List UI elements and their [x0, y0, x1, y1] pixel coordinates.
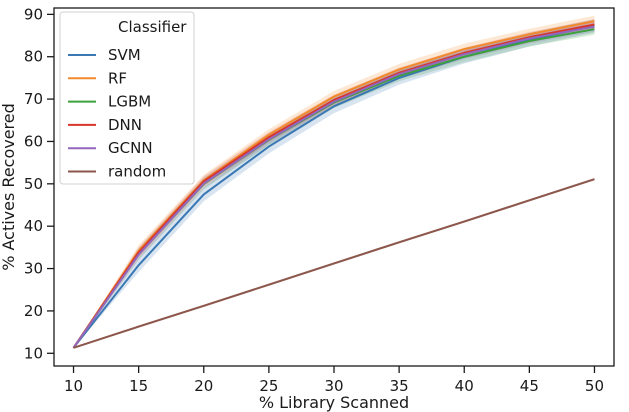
x-axis-label: % Library Scanned [259, 393, 409, 412]
series-lines [72, 20, 595, 349]
y-tick-label: 70 [24, 90, 43, 108]
legend-label-rf: RF [108, 69, 127, 87]
legend-label-gcnn: GCNN [108, 139, 153, 157]
series-line-dnn [72, 23, 595, 349]
x-axis-ticks: 10 15 20 25 30 35 40 45 50 [64, 366, 604, 395]
x-tick-label: 20 [194, 377, 213, 395]
legend-label-svm: SVM [108, 46, 141, 64]
y-tick-label: 30 [24, 260, 43, 278]
x-tick-label: 50 [585, 377, 604, 395]
y-tick-label: 40 [24, 217, 43, 235]
series-line-random [73, 178, 595, 349]
y-tick-label: 60 [24, 132, 43, 150]
x-tick-label: 40 [455, 377, 474, 395]
legend-items: SVM RF LGBM DNN GCNN random [68, 46, 166, 181]
y-tick-label: 50 [24, 175, 43, 193]
legend: Classifier SVM RF LGBM DNN GCNN random [59, 11, 195, 185]
x-tick-label: 30 [324, 377, 343, 395]
legend-label-random: random [108, 163, 166, 181]
y-tick-label: 90 [24, 5, 43, 23]
series-line-gcnn [72, 25, 595, 349]
x-tick-label: 45 [520, 377, 539, 395]
y-tick-label: 10 [24, 344, 43, 362]
y-tick-label: 20 [24, 302, 43, 320]
legend-label-lgbm: LGBM [108, 93, 151, 111]
x-tick-label: 35 [390, 377, 409, 395]
legend-label-dnn: DNN [108, 116, 142, 134]
legend-title: Classifier [118, 18, 187, 36]
x-tick-label: 10 [64, 377, 83, 395]
y-axis-label: % Actives Recovered [0, 103, 18, 271]
y-tick-label: 80 [24, 48, 43, 66]
y-axis-ticks: 10 20 30 40 50 60 70 80 90 [24, 5, 54, 362]
x-tick-label: 15 [129, 377, 148, 395]
x-tick-label: 25 [259, 377, 278, 395]
